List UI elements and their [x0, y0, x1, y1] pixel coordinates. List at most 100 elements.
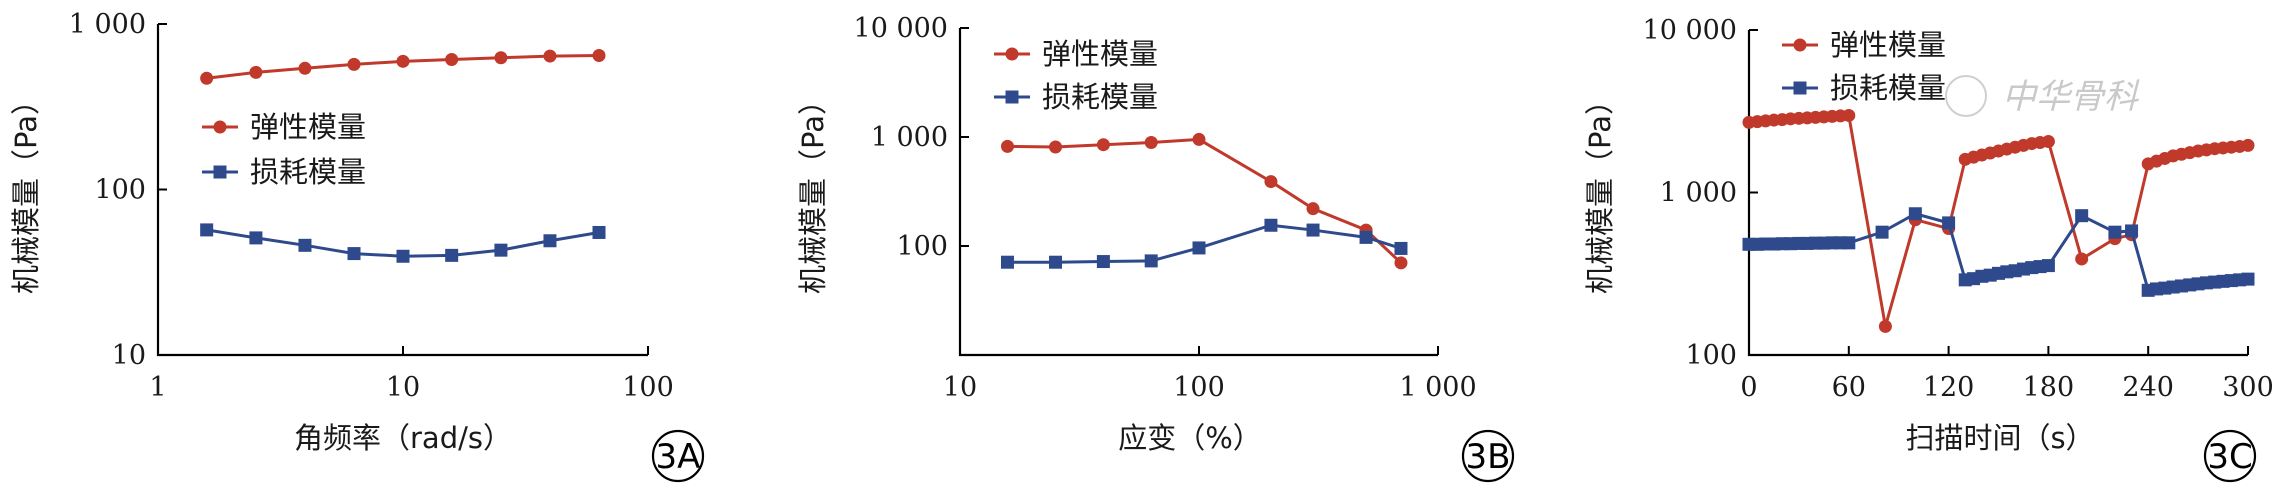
data-point — [592, 225, 606, 239]
legend-marker — [1005, 47, 1019, 61]
legend-marker — [213, 165, 227, 179]
data-point — [1875, 225, 1889, 239]
legend-marker — [1793, 38, 1807, 52]
data-point — [1096, 255, 1110, 269]
x-tick-label: 240 — [2122, 372, 2174, 403]
y-tick-label: 10 000 — [1643, 15, 1737, 46]
data-point — [2041, 134, 2055, 148]
y-tick-label: 1 000 — [69, 9, 146, 40]
panel-label: 3A — [656, 437, 701, 477]
panel-label: 3B — [1466, 437, 1511, 477]
data-point — [200, 223, 214, 237]
data-point — [200, 71, 214, 85]
data-point — [1842, 108, 1856, 122]
y-axis-label: 机械模量（Pa） — [9, 86, 43, 294]
x-tick-label: 180 — [2023, 372, 2075, 403]
data-point — [1096, 138, 1110, 152]
data-point — [396, 249, 410, 263]
y-tick-label: 100 — [896, 231, 948, 262]
legend-label: 损耗模量 — [1042, 80, 1158, 114]
data-point — [543, 234, 557, 248]
x-tick-label: 1 000 — [1399, 372, 1476, 403]
data-point — [2241, 138, 2255, 152]
watermark-text: 中华骨科 — [2002, 77, 2140, 117]
data-point — [2241, 272, 2255, 286]
y-axis-label: 机械模量（Pa） — [1583, 86, 1617, 294]
data-point — [1144, 254, 1158, 268]
panel-badge — [1461, 429, 1515, 483]
y-axis-label: 机械模量（Pa） — [796, 86, 830, 294]
data-point — [396, 54, 410, 68]
data-point — [445, 53, 459, 67]
x-axis-label: 扫描时间（s） — [1905, 421, 2094, 455]
data-point — [1842, 236, 1856, 250]
data-point — [1192, 241, 1206, 255]
data-point — [543, 49, 557, 63]
data-point — [2108, 225, 2122, 239]
x-tick-label: 60 — [1832, 372, 1866, 403]
data-point — [2041, 259, 2055, 273]
data-point — [592, 49, 606, 63]
axes — [958, 28, 1438, 357]
data-point — [445, 248, 459, 262]
data-point — [1942, 216, 1956, 230]
data-point — [298, 238, 312, 252]
data-point — [1394, 256, 1408, 270]
legend-label: 弹性模量 — [1042, 37, 1158, 71]
x-tick-label: 300 — [2222, 372, 2274, 403]
data-point — [1049, 255, 1063, 269]
data-point — [1264, 175, 1278, 189]
panel-3b: 10 100 1 000 100 1 000 10 000 应变（%） 机械模量（Pa） 弹性模… — [796, 13, 1515, 483]
data-point — [1306, 202, 1320, 216]
data-point — [1000, 139, 1014, 153]
data-point — [494, 51, 508, 65]
legend-marker — [213, 120, 227, 134]
data-point — [494, 243, 508, 257]
data-point — [249, 65, 263, 79]
y-tick-label: 10 — [112, 340, 146, 371]
data-point — [1306, 223, 1320, 237]
data-point — [2075, 209, 2089, 223]
x-tick-label: 100 — [1173, 372, 1225, 403]
legend-label: 弹性模量 — [250, 110, 366, 144]
data-point — [1359, 230, 1373, 244]
data-point — [1264, 218, 1278, 232]
x-tick-label: 1 — [149, 372, 166, 403]
data-point — [1878, 319, 1892, 333]
legend-label: 损耗模量 — [1830, 71, 1946, 105]
y-tick-label: 1 000 — [871, 122, 948, 153]
data-point — [1000, 255, 1014, 269]
axes — [156, 24, 648, 357]
x-tick-label: 100 — [622, 372, 674, 403]
x-axis-label: 角频率（rad/s） — [294, 421, 512, 455]
y-tick-label: 100 — [1685, 340, 1737, 371]
data-point — [347, 57, 361, 71]
x-tick-label: 10 — [386, 372, 420, 403]
legend-marker — [1793, 81, 1807, 95]
data-point — [347, 247, 361, 261]
data-point — [1908, 207, 1922, 221]
legend-label: 损耗模量 — [250, 155, 366, 189]
watermark: 中华骨科 — [1945, 75, 2140, 117]
panel-badge — [2203, 429, 2257, 483]
panel-label: 3C — [2207, 437, 2252, 477]
panel-3c: 0 60 120 180 240 300 100 1 000 10 000 扫描时间（s） 机械模量… — [1583, 15, 2274, 483]
panel-badge — [651, 429, 705, 483]
y-tick-label: 10 000 — [854, 13, 948, 44]
axes — [1747, 30, 2248, 357]
data-point — [1144, 136, 1158, 150]
data-point — [1394, 241, 1408, 255]
data-point — [1192, 132, 1206, 146]
data-point — [2125, 224, 2139, 238]
x-tick-label: 10 — [943, 372, 977, 403]
x-tick-label: 0 — [1740, 372, 1757, 403]
legend-label: 弹性模量 — [1830, 28, 1946, 62]
data-point — [1049, 140, 1063, 154]
y-tick-label: 100 — [94, 175, 146, 206]
x-tick-label: 120 — [1923, 372, 1975, 403]
y-tick-label: 1 000 — [1660, 178, 1737, 209]
data-point — [249, 231, 263, 245]
data-point — [2075, 252, 2089, 266]
